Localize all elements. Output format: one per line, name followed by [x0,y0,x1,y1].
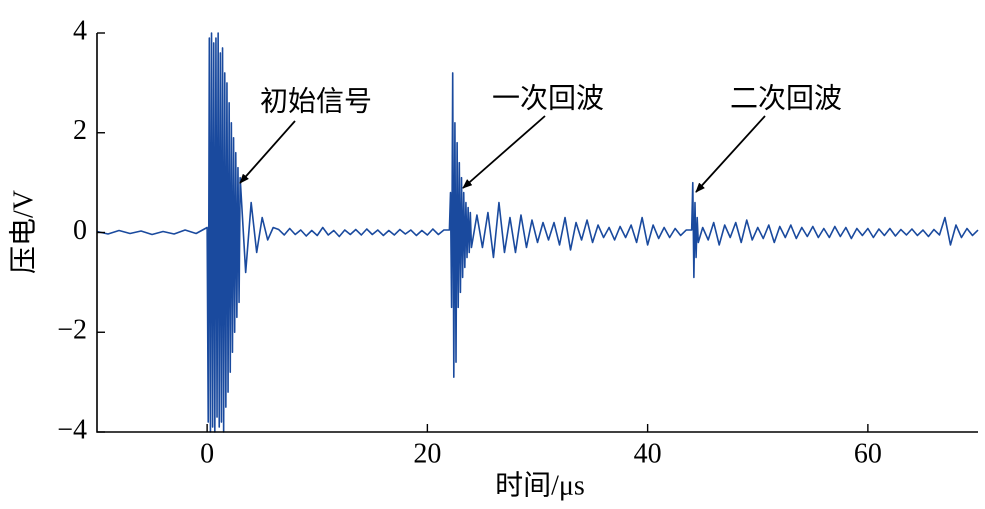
annotation-arrow [462,115,546,189]
y-tick-label: −2 [57,315,87,346]
annotation-arrow [239,120,296,184]
annotation: 一次回波 [492,82,604,114]
y-tick-label: 0 [73,215,87,246]
annotation-arrow [695,115,766,193]
y-tick-label: −4 [57,414,87,445]
y-axis-label: 压电/V [7,190,39,274]
annotation: 二次回波 [730,82,842,114]
signal-line [96,32,979,433]
x-tick-label: 60 [854,438,882,469]
plot-area [96,32,979,433]
x-tick-label: 0 [200,438,214,469]
x-axis-label: 时间/μs [495,469,585,501]
x-tick-label: 20 [413,438,441,469]
y-tick-label: 2 [73,115,87,146]
y-tick-label: 4 [73,15,87,46]
annotation: 初始信号 [260,85,372,117]
x-tick-label: 40 [634,438,662,469]
